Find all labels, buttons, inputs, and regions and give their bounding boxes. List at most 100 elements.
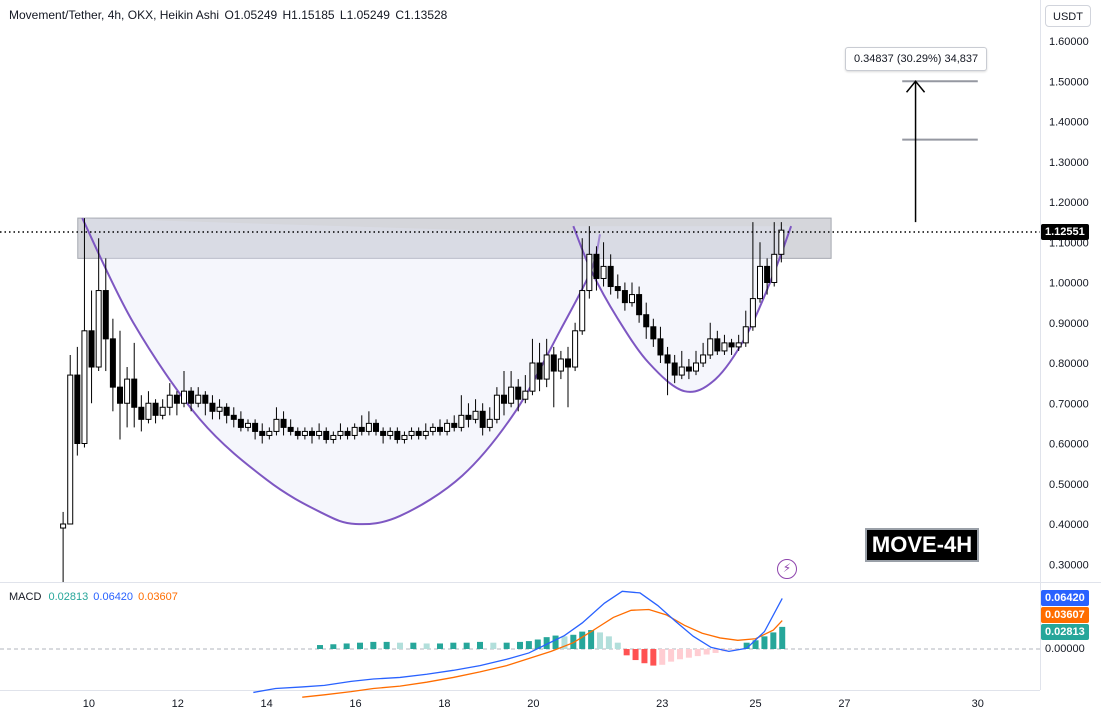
candle-body (522, 390, 529, 400)
time-tick-label: 23 (656, 698, 668, 710)
macd-histogram-bar (579, 631, 586, 649)
macd-histogram-bar (534, 639, 541, 649)
price-tick-label: 0.90000 (1049, 318, 1089, 330)
candle-body (429, 426, 436, 432)
candle-body (152, 402, 159, 416)
macd-title[interactable]: MACD (9, 591, 42, 603)
macd-histogram-bar (694, 649, 701, 657)
candle-body (131, 378, 138, 408)
watermark-label: MOVE-4H (865, 528, 979, 562)
candle-body (344, 430, 351, 436)
candle-body (621, 290, 628, 304)
candle-body (501, 394, 507, 404)
price-tick-label: 1.60000 (1049, 36, 1089, 48)
candle-body (721, 342, 728, 352)
candle-body (202, 394, 209, 404)
candle-body (614, 286, 621, 292)
candle-body (693, 362, 699, 372)
candle-body (685, 366, 692, 372)
candle-body (301, 430, 308, 436)
time-tick-label: 16 (349, 698, 361, 710)
price-tick-label: 1.30000 (1049, 157, 1089, 169)
macd-histogram-bar (463, 642, 470, 649)
macd-histogram-bar (490, 642, 497, 649)
candle-body (81, 330, 88, 444)
candle-body (365, 422, 372, 432)
candle-body (742, 326, 749, 344)
candle-body (74, 374, 81, 445)
candle-body (465, 414, 472, 420)
price-tick-label: 0.30000 (1049, 559, 1089, 571)
macd-histogram-bar (761, 636, 768, 649)
candle-body (422, 430, 429, 436)
candle-body (195, 394, 202, 404)
price-tick-label: 1.00000 (1049, 278, 1089, 290)
candle-body (351, 426, 358, 436)
candle-body (287, 426, 294, 432)
macd-histogram-bar (677, 649, 683, 660)
candle-body (486, 418, 493, 428)
macd-histogram-bar (561, 636, 568, 649)
time-tick-label: 27 (838, 698, 850, 710)
candle-body (771, 253, 778, 283)
macd-histogram-bar (712, 649, 719, 653)
currency-button[interactable]: USDT (1045, 5, 1091, 27)
macd-histogram-bar (503, 642, 510, 649)
macd-histogram-bar (357, 642, 363, 649)
candle-body (536, 362, 543, 380)
candle-body (67, 374, 74, 525)
candle-body (209, 402, 216, 412)
candle-body (764, 265, 771, 283)
candle-body (337, 430, 344, 436)
candle-body (707, 338, 714, 356)
macd-histogram-bar (650, 649, 657, 666)
candle-body (102, 290, 109, 340)
candle-body (380, 430, 387, 436)
candle-body (330, 434, 337, 440)
candle-body (401, 434, 408, 440)
candle-body (557, 358, 564, 372)
macd-histogram-bar (779, 626, 786, 649)
macd-histogram-bar (588, 630, 595, 649)
candle-body (607, 265, 614, 288)
candle-body (88, 330, 95, 368)
candle-body (735, 342, 742, 348)
candle-body (173, 394, 180, 404)
last-price-tag: 1.12551 (1041, 224, 1089, 240)
symbol-name[interactable]: Movement/Tether, 4h, OKX, Heikin Ashi (9, 8, 220, 22)
time-tick-label: 20 (527, 698, 539, 710)
resistance-zone (77, 217, 832, 259)
lightning-icon[interactable]: ⚡ (777, 559, 797, 579)
candle-body (273, 418, 280, 432)
candle-body (778, 229, 785, 255)
candle-body (749, 298, 756, 328)
candle-body (415, 430, 422, 436)
candle-body (166, 394, 173, 408)
macd-histogram-bar (770, 632, 777, 649)
time-tick-label: 25 (749, 698, 761, 710)
candle-body (95, 290, 102, 368)
candle-body (572, 330, 579, 368)
candle-body (600, 265, 607, 279)
macd-signal-value: 0.03607 (138, 591, 178, 603)
macd-signal-tag: 0.03607 (1041, 607, 1089, 623)
ohlc-high: H1.15185 (282, 8, 335, 22)
macd-line-tag: 0.06420 (1041, 590, 1089, 606)
candle-body (259, 430, 266, 436)
macd-histogram-bar (517, 641, 523, 649)
candle-body (678, 366, 685, 376)
candle-body (515, 386, 522, 400)
candle-body (593, 253, 600, 279)
candle-body (529, 362, 536, 392)
measure-label[interactable]: 0.34837 (30.29%) 34,837 (845, 47, 988, 71)
candle-body (437, 426, 443, 432)
candle-body (138, 406, 145, 420)
candle-body (472, 410, 479, 420)
macd-histogram-bar (614, 642, 621, 649)
macd-histogram-bar (423, 643, 430, 649)
candle-body (252, 422, 259, 432)
macd-histogram-bar (343, 643, 350, 649)
candle-body (216, 406, 223, 412)
candle-body (309, 430, 315, 436)
